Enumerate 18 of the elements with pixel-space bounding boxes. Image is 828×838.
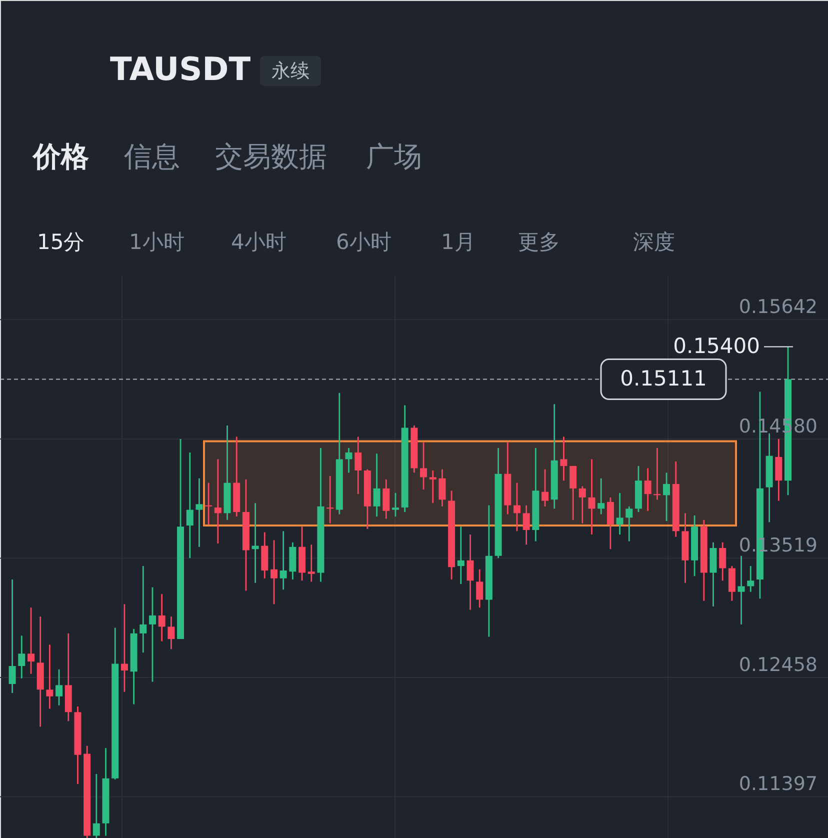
text: 6小时 [336, 230, 392, 254]
text: 价格 [32, 140, 89, 173]
text: 4小时 [231, 230, 286, 254]
text: 广场 [366, 140, 422, 173]
text: 深度 [633, 230, 675, 254]
y-tick-label: 0.12458 [738, 654, 818, 676]
chart-subtitle: 永续 [272, 60, 310, 82]
chart-title: TAUSDT [110, 50, 251, 88]
y-tick-label: 0.11397 [738, 773, 818, 796]
text: 更多 [518, 230, 560, 254]
annotation: 0.15400 [673, 334, 760, 358]
text: 信息 [124, 140, 180, 173]
y-tick-label: 0.15642 [738, 296, 818, 318]
text: 1小时 [129, 230, 184, 254]
text: 交易数据 [215, 140, 327, 173]
text: 15分 [37, 230, 85, 254]
text: 1月 [441, 230, 476, 254]
ref-line-label: 0.15111 [620, 366, 707, 390]
